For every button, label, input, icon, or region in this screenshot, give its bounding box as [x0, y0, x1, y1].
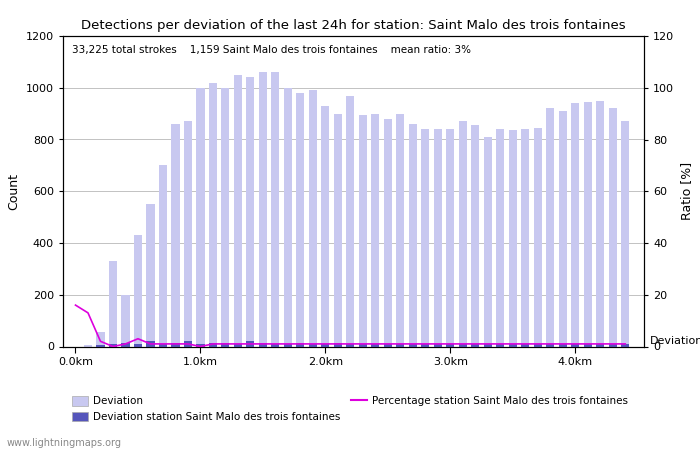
Bar [596, 101, 604, 346]
Bar [97, 332, 104, 347]
Bar [221, 342, 230, 346]
Y-axis label: Count: Count [7, 173, 20, 210]
Bar [546, 108, 554, 346]
Bar [484, 137, 492, 346]
Bar [146, 204, 155, 346]
Bar [609, 344, 617, 346]
Bar [97, 345, 104, 347]
Bar [159, 344, 167, 346]
Bar [346, 95, 354, 346]
Bar [246, 77, 255, 346]
Bar [259, 342, 267, 346]
Bar [346, 344, 354, 346]
Bar [84, 345, 92, 347]
Legend: Deviation, Deviation station Saint Malo des trois fontaines, Percentage station : Deviation, Deviation station Saint Malo … [68, 392, 632, 426]
Bar [321, 344, 330, 346]
Bar [172, 124, 179, 346]
Bar [584, 102, 592, 346]
Bar [546, 344, 554, 346]
Bar [197, 88, 204, 346]
Bar [371, 344, 379, 346]
Bar [134, 344, 142, 346]
Bar [471, 344, 480, 346]
Bar [522, 344, 529, 346]
Bar [571, 344, 580, 346]
Bar [309, 90, 317, 346]
Bar [533, 344, 542, 346]
Bar [359, 344, 367, 346]
Bar [321, 106, 330, 346]
Bar [621, 344, 629, 346]
Title: Detections per deviation of the last 24h for station: Saint Malo des trois fonta: Detections per deviation of the last 24h… [81, 19, 626, 32]
Bar [484, 344, 492, 346]
Bar [471, 125, 480, 346]
Text: www.lightningmaps.org: www.lightningmaps.org [7, 438, 122, 448]
Bar [434, 344, 442, 346]
Bar [533, 128, 542, 346]
Bar [509, 344, 517, 346]
Y-axis label: Ratio [%]: Ratio [%] [680, 162, 693, 220]
Bar [209, 83, 217, 347]
Bar [197, 344, 204, 346]
Bar [184, 122, 192, 346]
Bar [584, 344, 592, 346]
Bar [434, 129, 442, 346]
Bar [409, 124, 417, 346]
Bar [272, 72, 279, 346]
Bar [371, 113, 379, 346]
Bar [458, 344, 467, 346]
Bar [234, 344, 242, 346]
Bar [284, 344, 292, 346]
Bar [396, 344, 405, 346]
Bar [172, 342, 179, 346]
Bar [609, 108, 617, 346]
Bar [134, 235, 142, 346]
Bar [496, 129, 505, 346]
Bar [334, 113, 342, 346]
Bar [522, 129, 529, 346]
Bar [259, 72, 267, 346]
Bar [296, 342, 304, 346]
Bar [509, 130, 517, 346]
Bar [234, 75, 242, 346]
Bar [559, 344, 567, 346]
Bar [109, 344, 117, 346]
Bar [447, 129, 454, 346]
Text: 33,225 total strokes    1,159 Saint Malo des trois fontaines    mean ratio: 3%: 33,225 total strokes 1,159 Saint Malo de… [71, 45, 470, 55]
Bar [121, 342, 130, 346]
Bar [458, 122, 467, 346]
Bar [184, 342, 192, 346]
Bar [596, 344, 604, 346]
Bar [221, 88, 230, 346]
Bar [296, 93, 304, 346]
Bar [621, 122, 629, 346]
Bar [559, 111, 567, 346]
Bar [571, 103, 580, 346]
Bar [209, 342, 217, 346]
Bar [496, 344, 505, 346]
Bar [409, 344, 417, 346]
Bar [309, 344, 317, 346]
Bar [334, 342, 342, 346]
Bar [421, 129, 429, 346]
Bar [396, 113, 405, 346]
Bar [146, 342, 155, 346]
Bar [272, 344, 279, 346]
Bar [159, 166, 167, 346]
Text: Deviations: Deviations [650, 337, 700, 347]
Bar [359, 115, 367, 346]
Bar [284, 88, 292, 346]
Bar [121, 295, 130, 346]
Bar [447, 344, 454, 346]
Bar [109, 261, 117, 346]
Bar [384, 344, 392, 346]
Bar [384, 119, 392, 346]
Bar [421, 344, 429, 346]
Bar [246, 342, 255, 346]
